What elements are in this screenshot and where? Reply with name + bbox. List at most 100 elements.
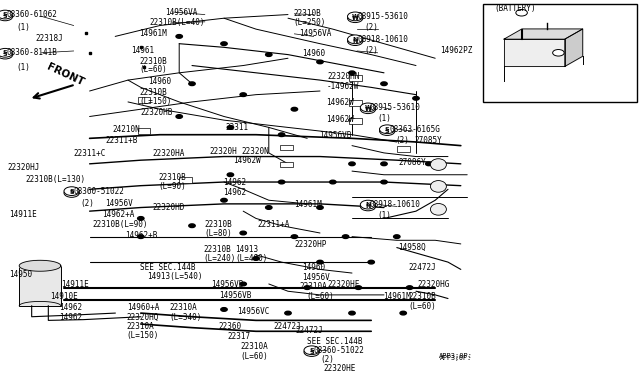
Text: S: S [69, 190, 74, 195]
Circle shape [348, 12, 363, 21]
Circle shape [380, 125, 395, 134]
Circle shape [342, 235, 349, 238]
Text: S: S [3, 14, 8, 19]
Bar [349, 100, 362, 106]
Text: W: W [352, 16, 358, 21]
Circle shape [278, 180, 285, 184]
Text: 14950: 14950 [10, 270, 33, 279]
Text: -14962W: -14962W [326, 82, 359, 91]
Text: 08918-10610: 08918-10610 [357, 35, 408, 44]
Text: 22310B(L=40): 22310B(L=40) [149, 18, 205, 27]
Circle shape [381, 180, 387, 184]
Circle shape [189, 82, 195, 86]
Text: (L=340): (L=340) [170, 313, 202, 322]
Text: (2): (2) [320, 355, 334, 364]
Circle shape [285, 311, 291, 315]
Circle shape [348, 35, 363, 44]
Text: N: N [353, 37, 358, 42]
Text: 14962W: 14962W [326, 115, 354, 124]
Circle shape [380, 127, 395, 135]
Text: (L=60): (L=60) [240, 352, 268, 360]
Circle shape [240, 231, 246, 235]
Text: 14913(L=540): 14913(L=540) [147, 272, 203, 281]
Text: S: S [309, 350, 314, 355]
Circle shape [330, 180, 336, 184]
Text: 22472J: 22472J [274, 323, 301, 331]
Text: 14960+A: 14960+A [127, 303, 159, 312]
Text: (2): (2) [396, 136, 410, 145]
Text: 22320HJ: 22320HJ [8, 163, 40, 172]
Circle shape [240, 282, 246, 286]
Text: 14962+A: 14962+A [102, 209, 135, 219]
Text: 22320HB: 22320HB [141, 108, 173, 117]
Text: S: S [385, 129, 390, 134]
Text: 22310A: 22310A [240, 342, 268, 351]
Polygon shape [19, 260, 61, 271]
Text: 14910E: 14910E [50, 292, 77, 301]
Circle shape [381, 162, 387, 166]
Text: 22320HA: 22320HA [152, 149, 185, 158]
Text: 14956VB: 14956VB [319, 131, 351, 140]
Text: 14962: 14962 [59, 313, 82, 322]
Bar [179, 177, 192, 183]
Text: 22310B: 22310B [140, 57, 167, 66]
Text: 14913: 14913 [236, 245, 259, 254]
Text: SEE SEC.144B: SEE SEC.144B [307, 337, 363, 346]
Text: 22310B: 22310B [204, 245, 231, 254]
Text: 08915-53610: 08915-53610 [357, 12, 408, 21]
Text: APP3;0P:: APP3;0P: [440, 355, 472, 360]
Circle shape [291, 108, 298, 111]
Circle shape [360, 202, 376, 211]
Circle shape [360, 105, 376, 113]
Circle shape [317, 60, 323, 64]
Text: (1): (1) [16, 63, 30, 72]
Text: 22320HP: 22320HP [294, 240, 327, 249]
Bar [138, 128, 150, 134]
Bar [483, 4, 637, 102]
Text: 14958Q: 14958Q [398, 243, 426, 252]
Text: W: W [365, 107, 371, 112]
Text: (2): (2) [365, 46, 379, 55]
Bar [19, 266, 61, 306]
Circle shape [0, 48, 13, 57]
Text: 24210N: 24210N [112, 125, 140, 134]
Text: 14960: 14960 [302, 49, 325, 58]
Text: (L=60): (L=60) [408, 302, 436, 311]
Bar [349, 76, 362, 81]
Circle shape [176, 115, 182, 118]
Text: S: S [3, 52, 8, 57]
Text: 22310B(L=130): 22310B(L=130) [26, 174, 86, 184]
Circle shape [221, 308, 227, 311]
Circle shape [553, 49, 564, 56]
Text: 14956V: 14956V [106, 199, 133, 208]
Circle shape [304, 346, 319, 355]
Text: S: S [3, 50, 8, 55]
Text: SEE SEC.144B: SEE SEC.144B [140, 263, 195, 272]
Text: 22320HG: 22320HG [417, 280, 450, 289]
Text: (L=60): (L=60) [140, 65, 167, 74]
Circle shape [349, 162, 355, 166]
Circle shape [0, 12, 13, 21]
Circle shape [291, 235, 298, 238]
Circle shape [360, 200, 376, 209]
Text: (L=150): (L=150) [127, 331, 159, 340]
Text: 22320H: 22320H [210, 147, 237, 155]
Circle shape [0, 50, 13, 59]
Text: 22320N: 22320N [242, 147, 269, 155]
Text: 08360-51022: 08360-51022 [74, 187, 124, 196]
Polygon shape [504, 29, 583, 39]
Circle shape [349, 311, 355, 315]
Text: 22311+C: 22311+C [74, 149, 106, 158]
Ellipse shape [431, 203, 447, 215]
Text: S: S [3, 12, 8, 17]
Text: 14911E: 14911E [10, 210, 37, 219]
Text: 08363-6165G: 08363-6165G [389, 125, 440, 134]
Circle shape [221, 198, 227, 202]
Text: (BATTERY): (BATTERY) [494, 3, 536, 13]
Text: APP3;0P:: APP3;0P: [438, 353, 472, 359]
Text: (L=90): (L=90) [159, 182, 186, 191]
Circle shape [304, 348, 319, 356]
Text: N: N [365, 204, 371, 209]
Text: S: S [309, 348, 314, 353]
Circle shape [360, 103, 376, 112]
